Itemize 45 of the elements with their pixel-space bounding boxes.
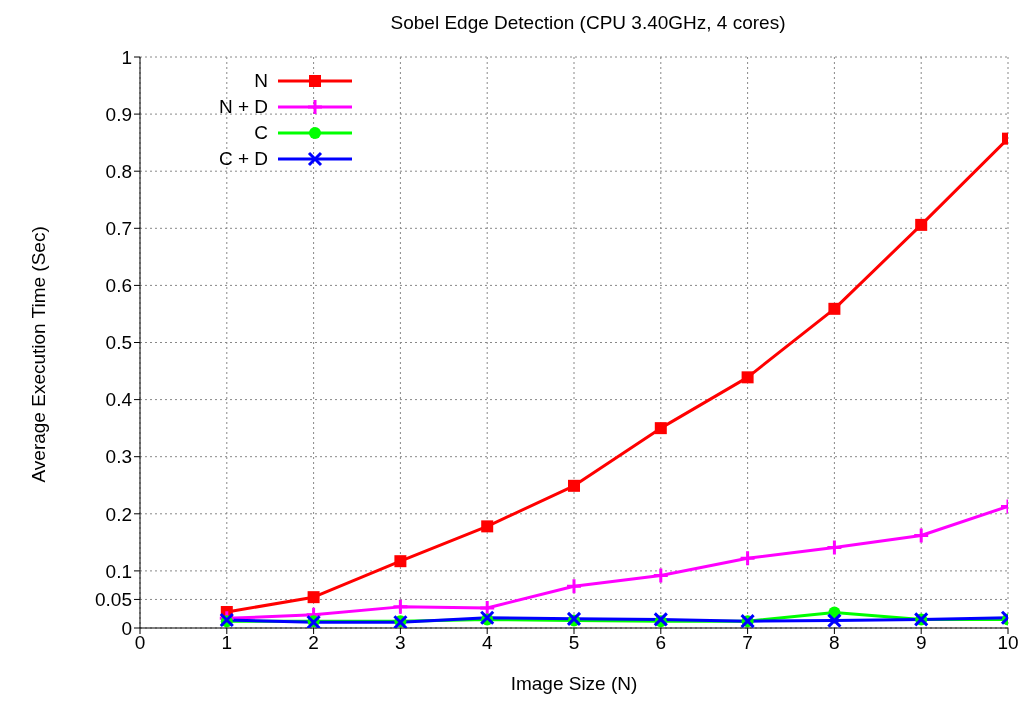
x-tick-label: 7 <box>742 632 753 654</box>
legend-label: C + D <box>217 148 268 170</box>
y-tick-label: 0.1 <box>105 560 132 582</box>
point <box>391 598 409 616</box>
x-tick-label: 10 <box>997 632 1019 654</box>
point <box>394 555 407 568</box>
point <box>652 566 670 584</box>
x-tick-label: 3 <box>395 632 406 654</box>
x-tick-label: 5 <box>568 632 580 654</box>
point <box>739 549 757 567</box>
point <box>915 218 928 231</box>
point <box>826 613 842 628</box>
y-tick-label: 0 <box>121 617 132 639</box>
chart-title: Sobel Edge Detection (CPU 3.40GHz, 4 cores) <box>389 12 787 34</box>
y-tick-label: 0.5 <box>105 332 132 354</box>
y-tick-label: 0.6 <box>105 275 132 297</box>
x-tick-label: 4 <box>481 632 493 654</box>
y-tick-label: 0.9 <box>105 103 132 125</box>
y-tick-label: 0.2 <box>105 503 132 525</box>
point <box>741 371 754 384</box>
point <box>912 527 930 544</box>
x-tick-label: 8 <box>829 632 840 654</box>
x-tick-label: 9 <box>915 632 927 654</box>
x-axis-title: Image Size (N) <box>510 673 638 694</box>
legend-label: N + D <box>217 96 268 118</box>
y-tick-label: 0.7 <box>105 218 132 240</box>
y-tick-label: 0.3 <box>105 446 132 468</box>
x-tick-label: 6 <box>655 632 667 654</box>
point <box>481 520 494 533</box>
point <box>828 302 841 315</box>
point <box>653 611 669 627</box>
legend-label: C <box>253 122 268 144</box>
x-tick-label: 1 <box>221 632 233 654</box>
point <box>825 538 843 556</box>
y-tick-label: 0.8 <box>105 160 132 182</box>
y-tick-label: 0.4 <box>105 389 133 411</box>
point <box>654 422 667 435</box>
legend-label: N <box>253 70 268 92</box>
point <box>565 577 583 595</box>
x-tick-label: 2 <box>308 632 319 654</box>
y-tick-label: 1 <box>121 46 132 68</box>
y-tick-label: 0.05 <box>95 589 132 611</box>
point <box>307 591 320 604</box>
point <box>568 479 580 492</box>
y-axis-title: Average Execution Time (Sec) <box>27 226 49 483</box>
